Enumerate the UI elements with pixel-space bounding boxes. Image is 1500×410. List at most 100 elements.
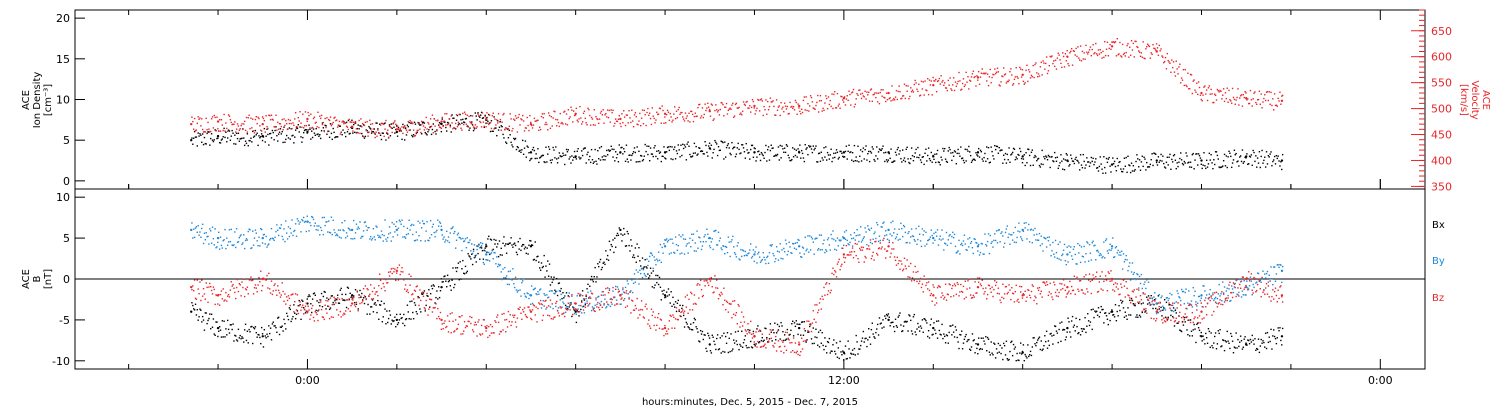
trace-dot [371, 299, 374, 301]
trace-dot [687, 120, 689, 122]
trace-dot [757, 150, 759, 153]
trace-dot [307, 129, 309, 131]
trace-dot [856, 341, 858, 343]
trace-dot [1264, 156, 1266, 158]
trace-dot [355, 303, 358, 305]
trace-dot [1232, 352, 1235, 354]
trace-dot [949, 233, 951, 236]
series-velocity [190, 37, 1284, 139]
trace-dot [633, 256, 636, 259]
trace-dot [886, 99, 889, 101]
trace-dot [244, 129, 247, 132]
trace-dot [1167, 59, 1169, 62]
trace-dot [631, 120, 634, 122]
trace-dot [994, 343, 996, 345]
trace-dot [823, 147, 825, 149]
trace-dot [491, 130, 494, 132]
trace-dot [501, 125, 503, 128]
trace-dot [302, 220, 304, 222]
trace-dot [709, 350, 712, 352]
trace-dot [1120, 168, 1122, 170]
trace-dot [1254, 338, 1256, 340]
trace-dot [927, 239, 929, 242]
trace-dot [357, 132, 359, 134]
trace-dot [1186, 155, 1188, 157]
trace-dot [572, 156, 575, 159]
trace-dot [399, 313, 401, 316]
trace-dot [326, 117, 328, 119]
trace-dot [977, 243, 980, 246]
trace-dot [797, 238, 799, 241]
trace-dot [823, 109, 825, 112]
trace-dot [1009, 350, 1011, 353]
trace-dot [392, 236, 394, 238]
trace-dot [905, 148, 907, 150]
trace-dot [756, 328, 758, 330]
trace-dot [306, 120, 308, 123]
trace-dot [555, 146, 557, 148]
trace-dot [770, 144, 772, 146]
trace-dot [1121, 250, 1123, 252]
trace-dot [954, 245, 957, 248]
trace-dot [719, 108, 722, 111]
trace-dot [830, 350, 832, 352]
trace-dot [447, 123, 450, 125]
trace-dot [1097, 307, 1100, 309]
trace-dot [366, 313, 368, 315]
trace-dot [326, 297, 328, 299]
trace-dot [956, 336, 958, 339]
trace-dot [283, 126, 285, 128]
trace-dot [445, 124, 447, 126]
trace-dot [930, 80, 932, 82]
trace-dot [1029, 77, 1032, 79]
trace-dot [762, 154, 764, 157]
trace-dot [1220, 345, 1222, 348]
trace-dot [1131, 49, 1134, 51]
trace-dot [797, 148, 799, 150]
trace-dot [1022, 80, 1025, 83]
trace-dot [1017, 359, 1019, 361]
trace-dot [469, 127, 471, 129]
trace-dot [298, 299, 300, 302]
trace-dot [699, 341, 701, 343]
trace-dot [203, 329, 206, 331]
trace-dot [519, 237, 521, 240]
trace-dot [412, 224, 415, 226]
trace-dot [1030, 74, 1033, 77]
trace-dot [831, 350, 833, 353]
trace-dot [970, 76, 973, 78]
trace-dot [652, 155, 654, 158]
trace-dot [1067, 317, 1069, 319]
trace-dot [550, 276, 553, 278]
top-left-ytick-label: 0 [63, 175, 70, 188]
trace-dot [493, 251, 495, 254]
trace-dot [440, 130, 443, 133]
trace-dot [868, 328, 870, 330]
trace-dot [733, 251, 736, 254]
trace-dot [691, 239, 694, 242]
trace-dot [214, 334, 216, 336]
trace-dot [1018, 222, 1020, 224]
trace-dot [688, 145, 690, 147]
trace-dot [357, 308, 359, 310]
trace-dot [374, 133, 376, 135]
trace-dot [514, 137, 517, 140]
trace-dot [1270, 91, 1272, 94]
trace-dot [446, 285, 448, 288]
trace-dot [1220, 166, 1222, 168]
trace-dot [471, 252, 474, 255]
trace-dot [590, 309, 593, 312]
trace-dot [299, 111, 301, 113]
trace-dot [787, 113, 789, 115]
trace-dot [862, 237, 865, 240]
trace-dot [480, 114, 482, 116]
trace-dot [775, 338, 777, 341]
trace-dot [361, 126, 363, 128]
trace-dot [1278, 160, 1280, 162]
trace-dot [722, 350, 724, 353]
trace-dot [779, 114, 781, 117]
trace-dot [928, 238, 931, 240]
trace-dot [621, 146, 623, 149]
trace-dot [695, 115, 697, 118]
trace-dot [997, 229, 1000, 232]
